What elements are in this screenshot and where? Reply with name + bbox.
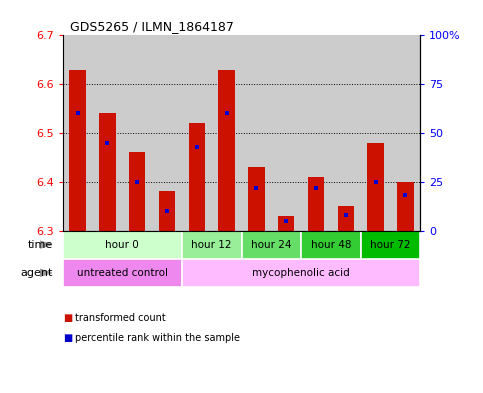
Bar: [242, 35, 271, 231]
Bar: [248, 167, 265, 231]
Bar: [93, 35, 122, 231]
Text: hour 48: hour 48: [311, 240, 351, 250]
Text: mycophenolic acid: mycophenolic acid: [252, 268, 350, 278]
Bar: [122, 35, 152, 231]
Polygon shape: [40, 269, 52, 276]
Text: hour 24: hour 24: [251, 240, 292, 250]
Bar: [189, 123, 205, 231]
Bar: [63, 231, 182, 259]
Bar: [63, 259, 182, 287]
Bar: [338, 206, 354, 231]
Text: percentile rank within the sample: percentile rank within the sample: [75, 333, 240, 343]
Bar: [308, 177, 324, 231]
Bar: [218, 70, 235, 231]
Bar: [99, 114, 115, 231]
Bar: [301, 35, 331, 231]
Bar: [182, 259, 420, 287]
Bar: [390, 35, 420, 231]
Bar: [368, 143, 384, 231]
Bar: [70, 70, 86, 231]
Text: untreated control: untreated control: [77, 268, 168, 278]
Polygon shape: [40, 241, 52, 248]
Bar: [361, 35, 390, 231]
Bar: [278, 216, 294, 231]
Text: hour 72: hour 72: [370, 240, 411, 250]
Bar: [152, 35, 182, 231]
Bar: [129, 152, 145, 231]
Text: agent: agent: [21, 268, 53, 278]
Text: ■: ■: [63, 333, 72, 343]
Text: ■: ■: [63, 313, 72, 323]
Bar: [159, 191, 175, 231]
Text: GDS5265 / ILMN_1864187: GDS5265 / ILMN_1864187: [70, 20, 234, 33]
Bar: [242, 231, 301, 259]
Text: hour 0: hour 0: [105, 240, 139, 250]
Text: time: time: [28, 240, 53, 250]
Bar: [361, 231, 420, 259]
Bar: [63, 35, 93, 231]
Text: transformed count: transformed count: [75, 313, 166, 323]
Bar: [212, 35, 242, 231]
Text: hour 12: hour 12: [191, 240, 232, 250]
Bar: [397, 182, 413, 231]
Bar: [271, 35, 301, 231]
Bar: [331, 35, 361, 231]
Bar: [301, 231, 361, 259]
Bar: [182, 231, 242, 259]
Bar: [182, 35, 212, 231]
